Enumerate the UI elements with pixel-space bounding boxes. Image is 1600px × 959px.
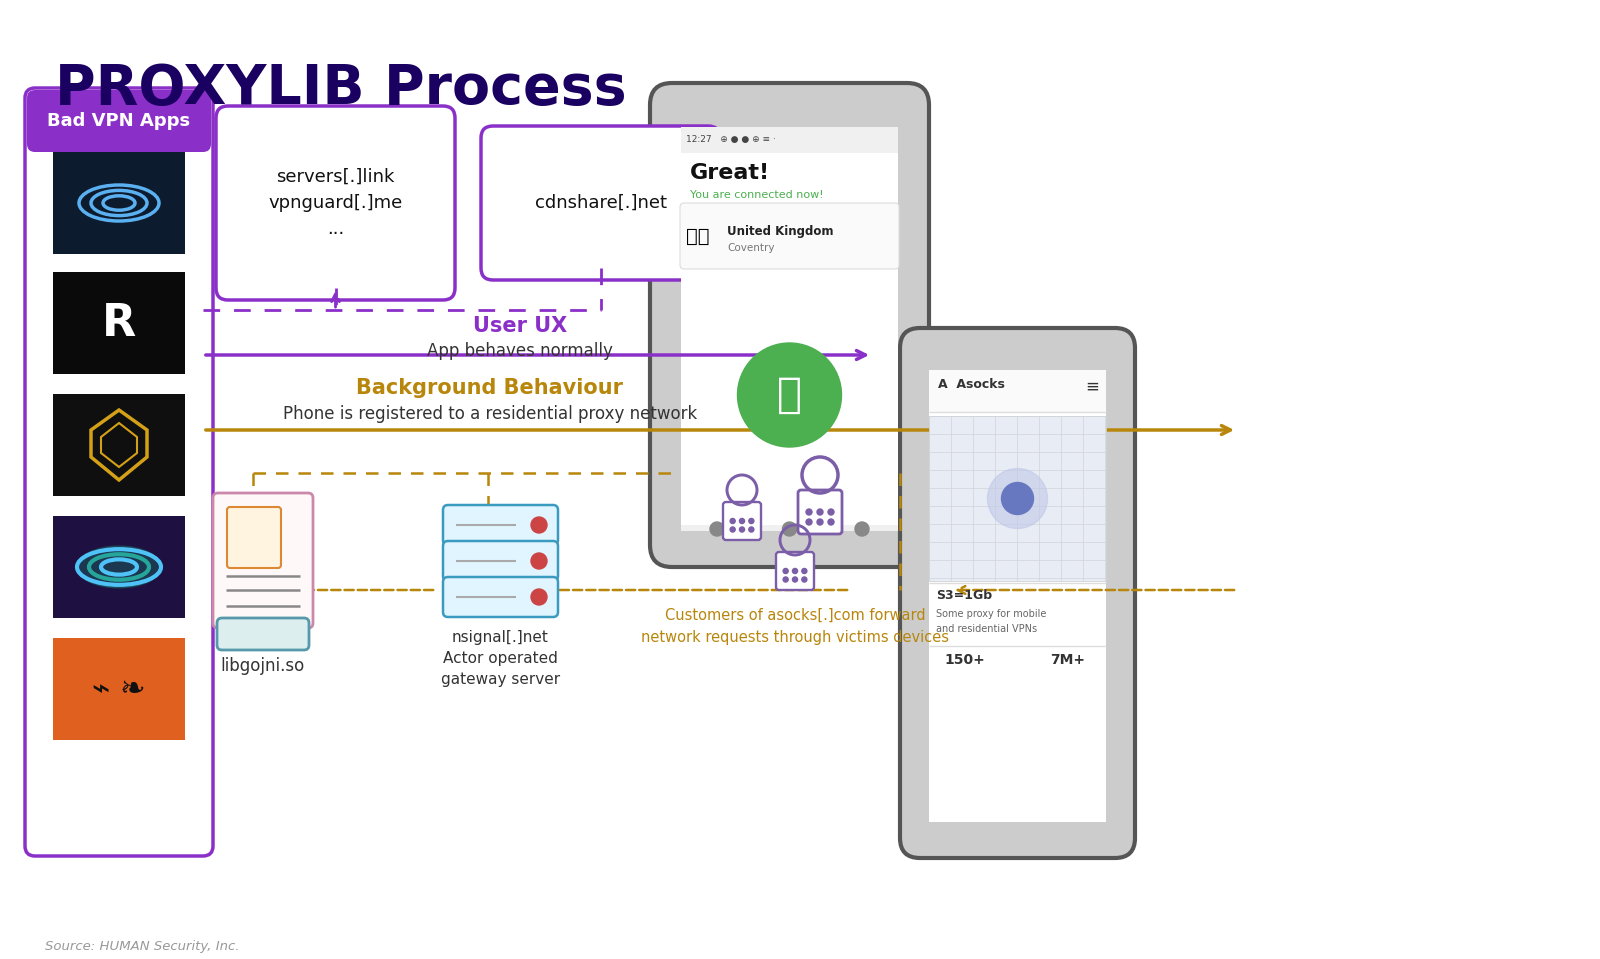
Circle shape <box>792 577 797 582</box>
Text: servers[.]link
vpnguard[.]me
...: servers[.]link vpnguard[.]me ... <box>269 168 403 239</box>
FancyBboxPatch shape <box>930 370 1106 412</box>
Circle shape <box>829 519 834 525</box>
Text: and residential VPNs: and residential VPNs <box>936 624 1037 634</box>
FancyBboxPatch shape <box>53 394 186 496</box>
FancyBboxPatch shape <box>443 577 558 617</box>
Circle shape <box>710 522 723 536</box>
Text: libgojni.so: libgojni.so <box>221 657 306 675</box>
Circle shape <box>802 577 806 582</box>
FancyBboxPatch shape <box>776 552 814 590</box>
FancyBboxPatch shape <box>723 502 762 540</box>
Text: You are connected now!: You are connected now! <box>690 190 824 200</box>
FancyBboxPatch shape <box>218 618 309 650</box>
Text: Great!: Great! <box>690 163 770 183</box>
Circle shape <box>531 517 547 533</box>
FancyBboxPatch shape <box>930 416 1106 581</box>
Text: R: R <box>102 301 136 344</box>
Circle shape <box>782 577 789 582</box>
Circle shape <box>730 519 734 524</box>
Circle shape <box>782 522 797 536</box>
FancyBboxPatch shape <box>798 490 842 534</box>
Text: Some proxy for mobile: Some proxy for mobile <box>936 609 1046 619</box>
FancyBboxPatch shape <box>53 638 186 740</box>
FancyBboxPatch shape <box>650 83 930 567</box>
Circle shape <box>818 509 822 515</box>
Circle shape <box>749 519 754 524</box>
Text: ⌁ ❧: ⌁ ❧ <box>93 674 146 704</box>
Text: Background Behaviour: Background Behaviour <box>357 378 624 398</box>
Text: 12:27   ⊕ ● ● ⊕ ≡ ·: 12:27 ⊕ ● ● ⊕ ≡ · <box>686 135 776 144</box>
FancyBboxPatch shape <box>218 609 307 639</box>
FancyBboxPatch shape <box>443 505 558 545</box>
FancyBboxPatch shape <box>930 370 1106 822</box>
FancyBboxPatch shape <box>682 153 898 525</box>
Circle shape <box>738 343 842 447</box>
Circle shape <box>829 509 834 515</box>
Circle shape <box>1002 482 1034 514</box>
Text: Phone is registered to a residential proxy network: Phone is registered to a residential pro… <box>283 405 698 423</box>
Circle shape <box>818 519 822 525</box>
Circle shape <box>806 519 813 525</box>
FancyBboxPatch shape <box>899 328 1134 858</box>
Text: United Kingdom: United Kingdom <box>726 225 834 238</box>
FancyBboxPatch shape <box>227 507 282 568</box>
Circle shape <box>792 569 797 573</box>
FancyBboxPatch shape <box>682 127 898 531</box>
Text: 150+: 150+ <box>944 653 986 667</box>
Circle shape <box>802 569 806 573</box>
Text: PROXYLIB Process: PROXYLIB Process <box>54 62 627 116</box>
Text: 7M+: 7M+ <box>1051 653 1085 667</box>
Circle shape <box>531 553 547 569</box>
Circle shape <box>806 509 813 515</box>
Ellipse shape <box>77 546 162 588</box>
FancyBboxPatch shape <box>482 126 720 280</box>
Circle shape <box>531 589 547 605</box>
Circle shape <box>739 519 744 524</box>
Circle shape <box>782 569 789 573</box>
Text: Customers of asocks[.]com forward
network requests through victims devices: Customers of asocks[.]com forward networ… <box>642 608 949 645</box>
Text: ⏻: ⏻ <box>778 374 802 416</box>
FancyBboxPatch shape <box>443 541 558 581</box>
Text: Source: HUMAN Security, Inc.: Source: HUMAN Security, Inc. <box>45 940 240 953</box>
Text: User UX: User UX <box>474 316 566 336</box>
FancyBboxPatch shape <box>26 88 213 856</box>
Circle shape <box>730 526 734 532</box>
FancyBboxPatch shape <box>53 152 186 254</box>
Text: S3=1Gb: S3=1Gb <box>936 589 992 602</box>
Text: nsignal[.]net
Actor operated
gateway server: nsignal[.]net Actor operated gateway ser… <box>442 630 560 687</box>
Circle shape <box>987 469 1048 528</box>
Text: 🇬🇧: 🇬🇧 <box>686 226 710 246</box>
FancyBboxPatch shape <box>27 90 211 152</box>
FancyBboxPatch shape <box>680 203 899 269</box>
Circle shape <box>739 526 744 532</box>
FancyBboxPatch shape <box>53 272 186 374</box>
FancyBboxPatch shape <box>53 516 186 618</box>
Text: App behaves normally: App behaves normally <box>427 342 613 360</box>
Text: A  Asocks: A Asocks <box>938 378 1005 391</box>
FancyBboxPatch shape <box>216 106 454 300</box>
Circle shape <box>749 526 754 532</box>
Text: cdnshare[.]net: cdnshare[.]net <box>534 194 667 212</box>
FancyBboxPatch shape <box>213 493 314 628</box>
Text: Bad VPN Apps: Bad VPN Apps <box>48 112 190 130</box>
Circle shape <box>854 522 869 536</box>
Text: ≡: ≡ <box>1085 378 1099 396</box>
Text: Coventry: Coventry <box>726 243 774 253</box>
